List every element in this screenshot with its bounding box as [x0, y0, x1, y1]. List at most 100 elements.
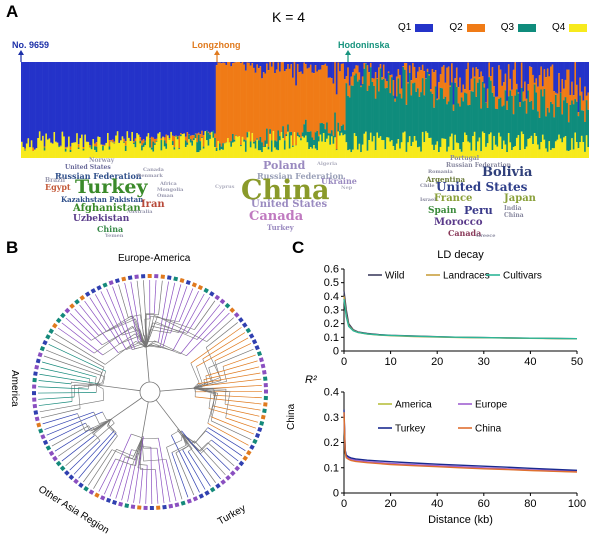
structure-bar-segment-q3: [231, 133, 234, 143]
structure-bar-segment-q4: [527, 138, 530, 158]
structure-bar-segment-q2: [102, 144, 105, 146]
structure-bar-segment-q3: [558, 106, 561, 135]
tree-leaf-branch: [213, 394, 262, 399]
structure-bar-segment-q4: [511, 150, 514, 158]
structure-bar-segment-q3: [387, 73, 390, 138]
line-series-cultivars: [343, 299, 578, 340]
structure-bar-segment-q1: [206, 62, 208, 131]
structure-bar-segment-q4: [165, 148, 168, 158]
wc1-word-russian-federation: Russian Federation: [55, 171, 142, 181]
structure-bar-segment-q3: [206, 130, 208, 141]
structure-bar-segment-q4: [504, 144, 507, 158]
structure-bar-segment-q1: [45, 62, 48, 134]
structure-bar-segment-q3: [551, 104, 554, 149]
structure-bar-segment-q1: [55, 62, 57, 142]
tree-internal-branch: [70, 381, 96, 386]
structure-bar-segment-q1: [160, 62, 163, 139]
structure-bar-segment-q3: [337, 122, 340, 132]
structure-bar-segment-q4: [95, 152, 98, 158]
structure-bar-segment-q4: [545, 148, 548, 158]
structure-bar-segment-q1: [210, 62, 213, 132]
structure-bar-segment-q4: [186, 144, 189, 158]
structure-bar-segment-q1: [108, 62, 111, 141]
structure-barplot: [21, 62, 589, 158]
structure-bar-segment-q3: [391, 77, 393, 141]
structure-bar-segment-q2: [298, 72, 301, 136]
line-series-turkey: [343, 409, 578, 471]
structure-bar-segment-q3: [507, 96, 510, 134]
tree-leaf-branch: [65, 422, 115, 466]
structure-bar-segment-q1: [43, 62, 46, 147]
structure-bar-segment-q3: [139, 140, 142, 144]
wc3-word-spain: Spain: [428, 206, 457, 216]
structure-bar-segment-q2: [426, 68, 429, 72]
tree-leaf-branch: [58, 419, 110, 457]
structure-bar-segment-q4: [296, 136, 299, 158]
structure-bar-segment-q4: [335, 150, 338, 158]
tree-tip-marker: [38, 428, 44, 434]
structure-bar-segment-q3: [477, 82, 479, 142]
structure-bar-segment-q3: [371, 81, 374, 142]
structure-bar-segment-q4: [522, 134, 525, 158]
structure-bar-segment-q2: [400, 88, 403, 99]
structure-bar-segment-q1: [475, 62, 478, 68]
legend-label-q4: Q4: [552, 22, 566, 33]
structure-bar-segment-q3: [462, 101, 465, 143]
structure-bar-segment-q4: [225, 142, 228, 158]
structure-bar-segment-q3: [374, 98, 377, 151]
structure-bar-segment-q1: [533, 62, 536, 83]
structure-bar-segment-q4: [392, 146, 395, 158]
structure-bar-segment-q2: [160, 138, 163, 141]
tree-tip-marker: [225, 474, 231, 481]
structure-bar-segment-q2: [464, 89, 466, 93]
structure-bar-segment-q2: [553, 91, 556, 118]
tree-tip-marker: [32, 384, 37, 389]
tree-tip-marker: [111, 499, 118, 505]
structure-bar-segment-q4: [530, 135, 533, 158]
structure-bar-segment-q3: [186, 142, 189, 145]
structure-bar-segment-q2: [233, 62, 236, 140]
structure-bar-segment-q3: [214, 137, 217, 148]
structure-bar-segment-q1: [464, 62, 466, 90]
structure-bar-segment-q4: [154, 144, 156, 158]
tree-internal-branch: [145, 314, 159, 348]
structure-bar-segment-q1: [421, 62, 424, 65]
structure-bar-segment-q1: [465, 62, 468, 70]
structure-bar-segment-q4: [475, 150, 478, 158]
structure-bar-segment-q1: [384, 62, 387, 79]
structure-bar-segment-q2: [447, 66, 450, 102]
wordcloud-3: Portugal Russian Federation Romania Boli…: [420, 156, 560, 240]
structure-bar-segment-q4: [566, 150, 569, 158]
marker-longzhong: Longzhong: [192, 40, 240, 50]
structure-bar-segment-q3: [559, 92, 562, 139]
structure-bar-segment-q1: [355, 62, 358, 66]
structure-bar-segment-q2: [438, 82, 440, 100]
tree-internal-branch: [111, 437, 143, 460]
structure-bar-segment-q2: [257, 68, 260, 141]
structure-bar-segment-q3: [506, 109, 509, 152]
tree-tip-marker: [127, 275, 133, 281]
structure-bar-segment-q3: [77, 147, 80, 149]
structure-bar-segment-q1: [202, 62, 205, 136]
structure-bar-segment-q2: [561, 79, 564, 115]
structure-bar-segment-q2: [154, 138, 156, 144]
structure-bar-segment-q1: [410, 62, 413, 81]
panel-c-ylabel: R²: [305, 374, 317, 386]
structure-bar-segment-q4: [197, 152, 200, 158]
structure-bar-segment-q3: [287, 124, 290, 132]
structure-bar-segment-q1: [379, 62, 382, 65]
structure-bar-segment-q2: [139, 137, 142, 141]
structure-bar-segment-q4: [210, 132, 213, 158]
structure-bar-segment-q4: [528, 138, 531, 158]
structure-bar-segment-q2: [442, 65, 445, 99]
structure-bar-segment-q4: [160, 150, 163, 158]
structure-bar-segment-q1: [343, 62, 346, 80]
structure-bar-segment-q2: [407, 82, 410, 84]
structure-bar-segment-q4: [576, 142, 578, 158]
tree-tip-marker: [35, 358, 41, 364]
structure-bar-segment-q1: [196, 62, 199, 134]
structure-bar-segment-q4: [178, 149, 181, 158]
tree-tip-marker: [192, 496, 199, 502]
tree-leaf-branch: [182, 449, 206, 490]
structure-bar-segment-q3: [428, 75, 431, 138]
